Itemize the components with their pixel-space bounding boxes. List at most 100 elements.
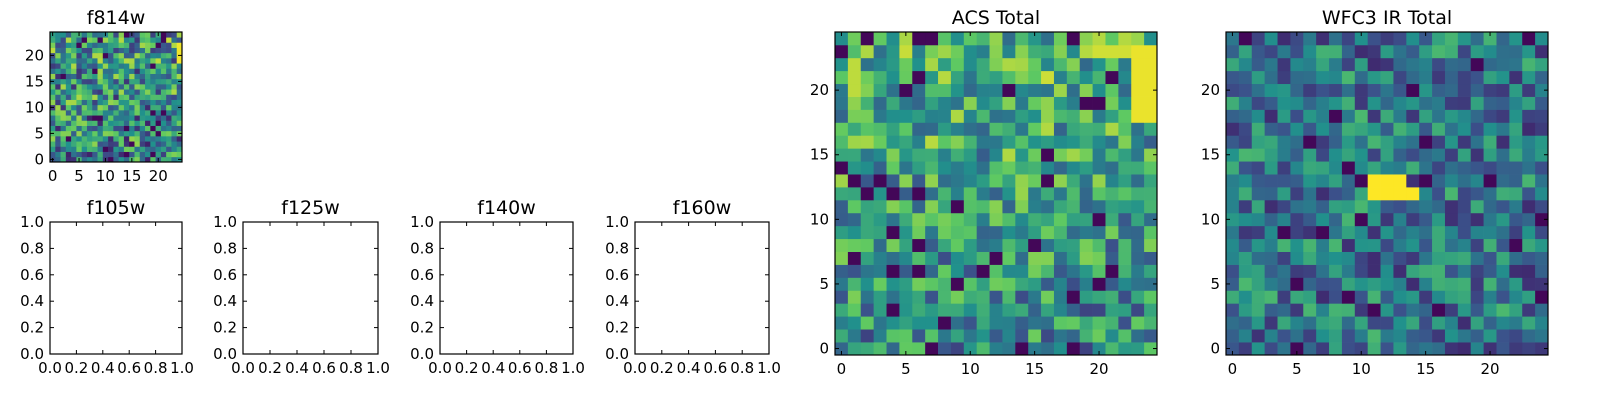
heatmap-cell	[1367, 316, 1381, 330]
heatmap-cell	[963, 57, 978, 72]
heatmap-cell	[1238, 199, 1253, 214]
heatmap-cell	[102, 99, 109, 106]
y-tick-label: 0.2	[410, 319, 434, 337]
heatmap-cell	[989, 238, 1003, 252]
heatmap-cell	[166, 37, 172, 43]
heatmap-cell	[97, 42, 104, 48]
heatmap-cell	[1041, 109, 1055, 123]
heatmap-cell	[835, 187, 849, 201]
heatmap-cell	[1509, 161, 1523, 175]
heatmap-cell	[1406, 290, 1420, 304]
heatmap-cell	[1238, 316, 1253, 330]
heatmap-cell	[160, 99, 167, 106]
heatmap-cell	[976, 135, 990, 149]
y-tick-label: 0.2	[605, 319, 629, 337]
heatmap-cell	[925, 109, 939, 123]
heatmap-cell	[1303, 161, 1317, 175]
heatmap-cell	[1053, 57, 1068, 72]
heatmap-cell	[139, 99, 146, 106]
heatmap-cell	[86, 78, 93, 85]
heatmap-cell	[1105, 135, 1119, 149]
heatmap-cell	[155, 89, 162, 95]
heatmap-cell	[1509, 342, 1523, 356]
x-tick-label: 1.0	[757, 359, 781, 377]
heatmap-cell	[1028, 238, 1042, 252]
heatmap-cell	[886, 329, 900, 343]
heatmap-cell	[1483, 277, 1497, 291]
heatmap-cell	[171, 110, 178, 116]
heatmap-cell	[1041, 148, 1055, 162]
heatmap-cell	[1118, 342, 1132, 356]
heatmap-cell	[139, 125, 146, 132]
heatmap-cell	[76, 136, 83, 142]
heatmap-cell	[886, 148, 900, 162]
heatmap-cell	[134, 120, 141, 126]
heatmap-cell	[1277, 122, 1291, 136]
heatmap-cell	[55, 115, 61, 121]
heatmap-cell	[1393, 148, 1407, 162]
heatmap-cell	[134, 146, 141, 152]
heatmap-cell	[166, 120, 172, 126]
heatmap-cell	[1432, 277, 1446, 291]
heatmap-cell	[55, 63, 61, 69]
heatmap-cell	[1483, 109, 1497, 123]
heatmap-cell	[1367, 122, 1381, 136]
heatmap-cell	[113, 63, 119, 69]
heatmap-cell	[1354, 212, 1369, 227]
heatmap-cell	[92, 47, 98, 54]
heatmap-cell	[1092, 70, 1106, 85]
heatmap-cell	[1041, 264, 1055, 278]
heatmap-cell	[938, 199, 952, 214]
heatmap-cell	[55, 156, 61, 163]
heatmap-cell	[166, 47, 172, 54]
heatmap-cell	[71, 110, 77, 116]
y-tick-label: 0	[819, 340, 829, 358]
heatmap-cell	[145, 110, 151, 116]
heatmap-cell	[1144, 264, 1158, 278]
heatmap-cell	[1303, 109, 1317, 123]
heatmap-cell	[1066, 329, 1081, 343]
heatmap-cell	[123, 94, 130, 100]
heatmap-cell	[1329, 174, 1343, 188]
heatmap-cell	[1066, 83, 1081, 97]
heatmap-cell	[1264, 316, 1278, 330]
heatmap-cell	[1432, 32, 1446, 46]
x-tick-label: 0.2	[64, 359, 88, 377]
heatmap-cell	[1509, 174, 1523, 188]
heatmap-cell	[1380, 174, 1394, 188]
heatmap-cell	[123, 125, 130, 132]
x-tick-label: 5	[901, 360, 911, 378]
heatmap-cell	[1028, 251, 1042, 265]
heatmap-cell	[92, 156, 98, 163]
heatmap-cell	[1118, 174, 1132, 188]
heatmap-cell	[171, 37, 178, 43]
heatmap-cell	[1066, 148, 1081, 162]
x-tick-label: 0.0	[623, 359, 647, 377]
heatmap-cell	[835, 44, 849, 59]
heatmap-cell	[989, 148, 1003, 162]
heatmap-cell	[1457, 264, 1472, 278]
heatmap-cell	[1226, 199, 1240, 214]
heatmap-cell	[139, 136, 146, 142]
heatmap-cell	[1015, 135, 1029, 149]
heatmap-cell	[1470, 316, 1484, 330]
heatmap-cell	[60, 141, 67, 147]
heatmap-cell	[873, 135, 887, 149]
heatmap-cell	[1432, 225, 1446, 240]
heatmap-cell	[1226, 70, 1240, 85]
heatmap-cell	[1041, 122, 1055, 136]
heatmap-cell	[1131, 32, 1145, 46]
heatmap-cell	[1419, 290, 1433, 304]
heatmap-cell	[989, 264, 1003, 278]
heatmap-cell	[1419, 187, 1433, 201]
heatmap-cell	[102, 151, 109, 158]
heatmap-cell	[155, 141, 162, 147]
heatmap-cell	[1444, 329, 1459, 343]
heatmap-cell	[1079, 32, 1093, 46]
heatmap-cell	[1406, 277, 1420, 291]
heatmap-cell	[160, 151, 167, 158]
heatmap-cell	[1483, 225, 1497, 240]
heatmap-cell	[976, 148, 990, 162]
heatmap-cell	[899, 187, 913, 201]
heatmap-cell	[1419, 32, 1433, 46]
